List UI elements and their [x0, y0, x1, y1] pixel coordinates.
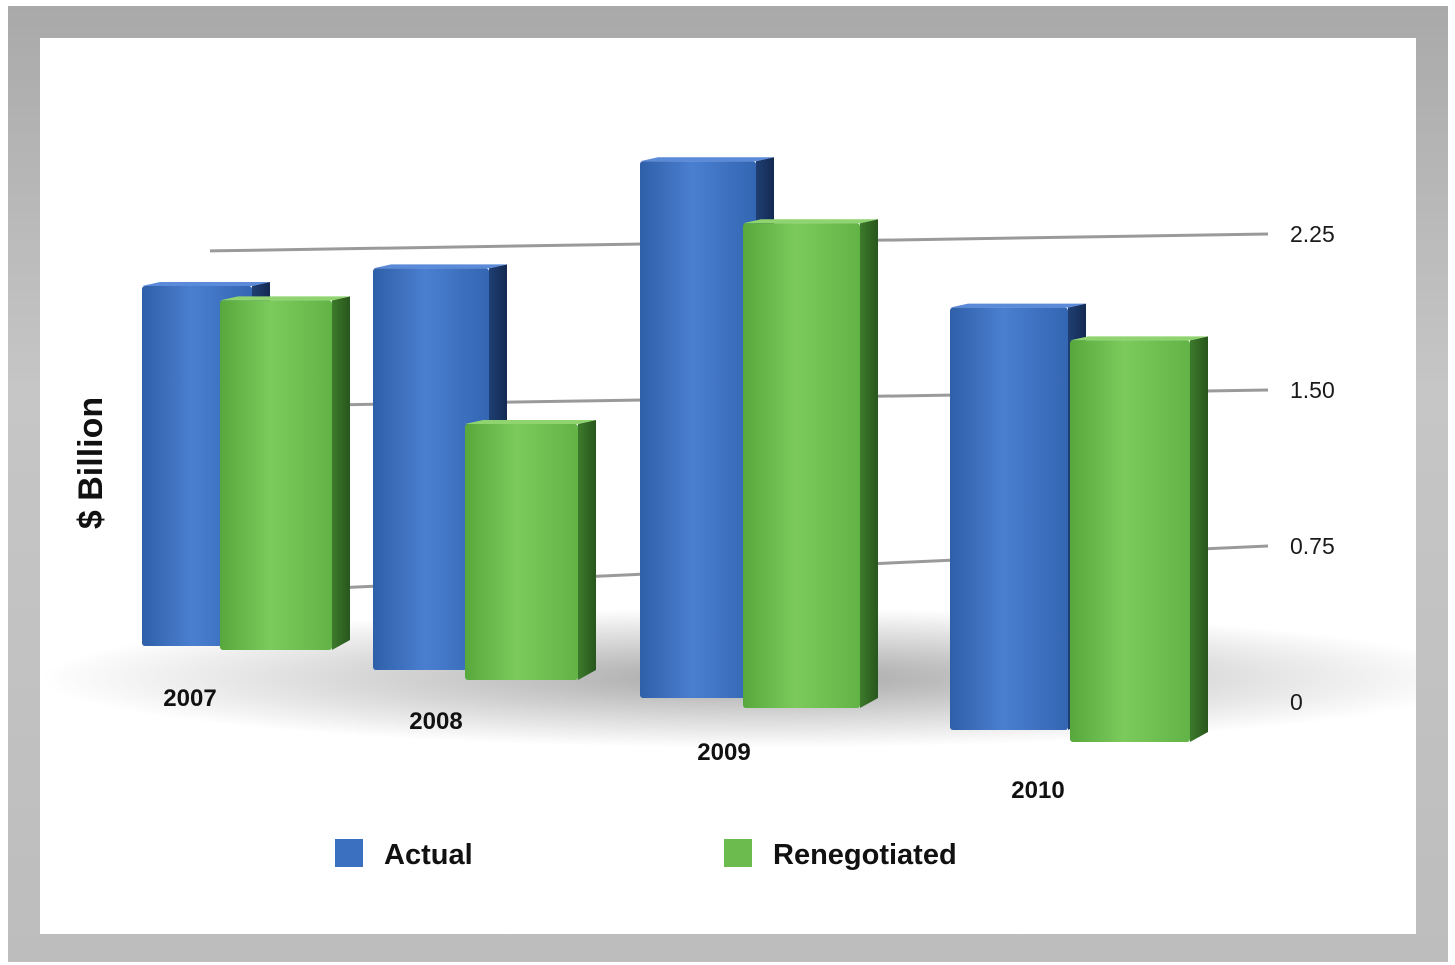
bars — [142, 157, 1208, 742]
chart-frame: $ Billion 0 0.75 1.50 2.25 2007 2008 2009 2010… — [8, 6, 1448, 962]
bar-top — [142, 282, 270, 286]
bar-top — [220, 296, 350, 301]
bar-front — [640, 161, 756, 698]
legend-label: Renegotiated — [773, 839, 957, 871]
bar-front — [220, 300, 332, 650]
bar-renegotiated-2009 — [743, 219, 878, 708]
bar-top — [373, 264, 507, 269]
legend-swatch — [335, 839, 363, 867]
bar-renegotiated-2010 — [1070, 336, 1208, 742]
y-tick-label: 1.50 — [1290, 377, 1335, 403]
x-category-label: 2007 — [163, 685, 216, 712]
y-tick-label: 2.25 — [1290, 221, 1335, 247]
bar-actual-2010 — [950, 303, 1086, 730]
bar-renegotiated-2008 — [465, 420, 596, 680]
y-tick-label: 0 — [1290, 689, 1303, 715]
bar-front — [373, 268, 489, 670]
bar-front — [743, 223, 860, 708]
y-axis-title: $ Billion — [72, 397, 110, 529]
y-ticks: 0 0.75 1.50 2.25 — [1290, 221, 1335, 715]
bar-top — [950, 303, 1086, 308]
x-categories: 2007 2008 2009 2010 — [163, 685, 1064, 804]
bar-top — [465, 420, 596, 424]
y-tick-label: 0.75 — [1290, 533, 1335, 559]
x-category-label: 2010 — [1011, 777, 1064, 804]
bar-chart: $ Billion 0 0.75 1.50 2.25 2007 2008 2009 2010… — [40, 157, 1416, 871]
legend-label: Actual — [384, 839, 473, 871]
x-category-label: 2008 — [409, 708, 462, 735]
chart-panel: $ Billion 0 0.75 1.50 2.25 2007 2008 2009 2010… — [40, 38, 1416, 934]
bar-side — [578, 420, 596, 680]
legend-item-renegotiated: Renegotiated — [724, 839, 957, 871]
legend-item-actual: Actual — [335, 839, 473, 871]
bar-renegotiated-2007 — [220, 296, 350, 650]
bar-front — [1070, 340, 1190, 742]
bar-top — [743, 219, 878, 224]
legend: Actual Renegotiated — [335, 839, 957, 871]
bar-front — [465, 424, 578, 680]
bar-top — [1070, 336, 1208, 341]
legend-swatch — [724, 839, 752, 867]
bar-side — [860, 219, 878, 708]
bar-side — [332, 296, 350, 650]
x-category-label: 2009 — [697, 739, 750, 766]
bar-top — [640, 157, 774, 162]
bar-side — [1190, 336, 1208, 742]
bar-front — [950, 307, 1068, 730]
